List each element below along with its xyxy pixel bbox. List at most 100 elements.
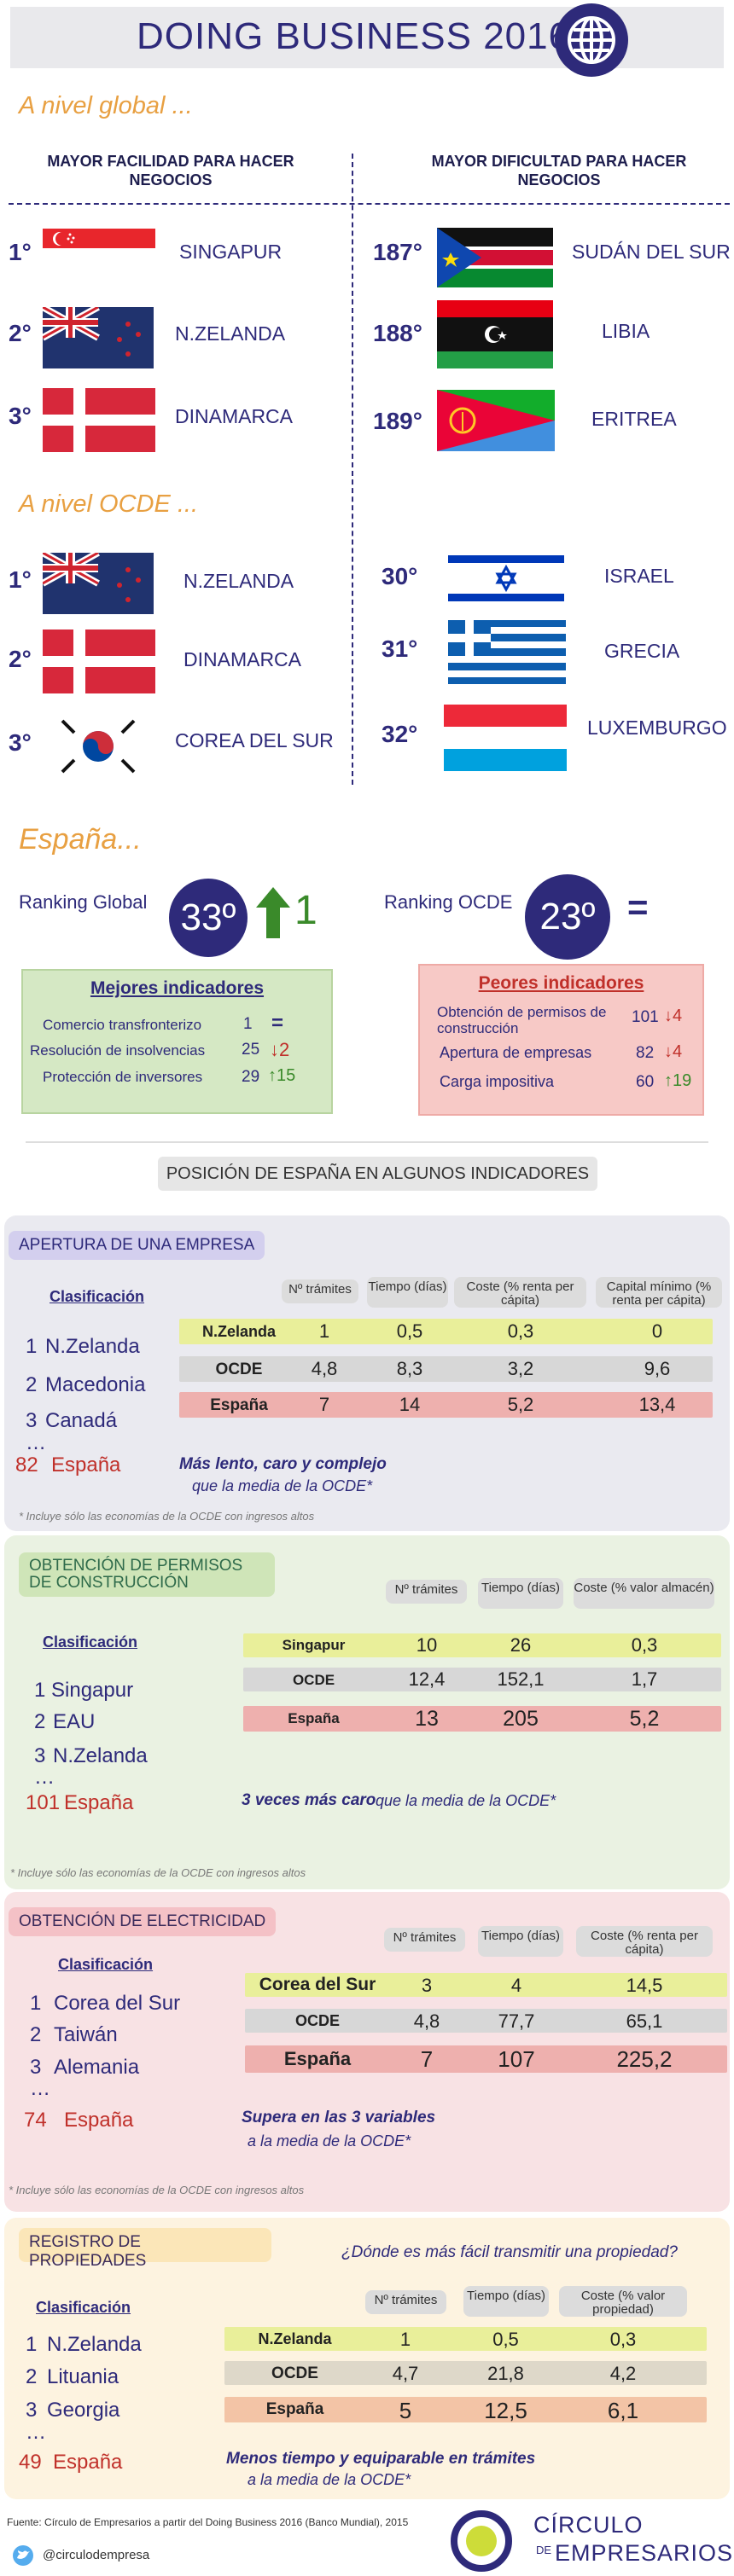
column-header: Nº trámites [386,1580,467,1604]
rank-name: Singapur [51,1679,134,1702]
twitter-icon [10,2544,36,2571]
table-cell: 77,7 [498,2010,535,2032]
divider [9,203,730,205]
question: ¿Dónde es más fácil transmitir una propi… [341,2243,678,2261]
rank: 32° [382,721,418,747]
comment-sub: que la media de la OCDE* [376,1792,556,1809]
flag-luxemburgo-icon [444,705,567,771]
ocde-heading: A nivel OCDE ... [19,490,199,518]
rank-number: 2 [26,1373,38,1396]
rank: 3° [9,403,32,429]
country-name: LIBIA [602,320,650,342]
comment-sub: a la media de la OCDE* [248,2132,411,2150]
comment: Más lento, caro y complejo [179,1455,387,1473]
rank: 189° [373,408,422,434]
column-header: Tiempo (días) [367,1277,448,1308]
country-name: DINAMARCA [175,405,294,427]
table-cell: 0,3 [507,1320,534,1342]
rank-name: España [64,1791,134,1814]
column-header: Tiempo (días) [463,2286,549,2317]
ranking-ocde-change: = [627,887,649,927]
country-name: SINGAPUR [179,241,283,263]
table-row [245,1973,727,1997]
country-name: ISRAEL [604,565,674,587]
column-header: Nº trámites [365,2290,446,2314]
rank-name: Georgia [47,2399,120,2422]
row-label: OCDE [292,1672,335,1688]
indicator-label: Protección de inversores [43,1069,203,1085]
table-row [243,1706,721,1732]
propiedades-panel [4,2218,730,2499]
rank-name: Corea del Sur [54,1992,181,2015]
logo-line2: EMPRESARIOS [555,2540,734,2566]
clasificacion-label: Clasificación [36,2299,131,2316]
logo-line1: CÍRCULO [533,2512,644,2538]
spain-heading: España... [19,823,142,856]
indicator-change: ↓2 [270,1039,290,1060]
rank-number: 1 [30,1992,42,2015]
column-header: Nº trámites [282,1279,358,1303]
rank-name: España [64,2109,134,2132]
column-header: Coste (% renta per cápita) [454,1277,586,1308]
indicator-value: 25 [242,1041,260,1059]
ranking-global-value: 33º [169,879,248,957]
propiedades-title: REGISTRO DE PROPIEDADES [19,2228,271,2270]
logo-de: DE [536,2544,552,2556]
indicator-change: ↑19 [664,1071,692,1090]
table-cell: 0,5 [396,1320,423,1342]
indicator-value: 82 [636,1044,655,1062]
table-cell: 107 [498,2046,535,2072]
indicator-value: 60 [636,1073,655,1091]
rank-number: 2 [26,2365,38,2388]
flag-israel-icon [448,550,564,606]
table-row [179,1356,713,1382]
row-label: Singapur [282,1637,346,1653]
ellipsis: … [26,2421,46,2444]
rank: 1° [9,239,32,265]
table-row [179,1319,713,1344]
column-header: Coste (% valor almacén) [574,1578,714,1609]
row-label: OCDE [294,2012,340,2029]
footnote: * Incluye sólo las economías de la OCDE … [9,2184,305,2196]
country-name: COREA DEL SUR [175,729,334,751]
rank-name: España [51,1453,121,1477]
table-cell: 5,2 [629,1707,660,1731]
country-name: DINAMARCA [184,648,302,670]
indicator-value: 29 [242,1068,260,1086]
rank-number: 1 [26,2333,38,2356]
indicator-label: Apertura de empresas [440,1044,592,1061]
electricidad-title: OBTENCIÓN DE ELECTRICIDAD [9,1907,277,1936]
rank: 1° [9,566,32,593]
rank-number: 101 [26,1791,61,1814]
flag-corea-del-sur-icon [55,712,141,780]
table-cell: 205 [503,1707,539,1731]
table-cell: 7 [318,1394,330,1415]
row-label: España [210,1396,268,1414]
vertical-divider [352,154,353,785]
flag-singapur-icon [43,229,155,268]
indicator-change: = [271,1012,284,1035]
table-row [224,2397,707,2422]
position-title: POSICIÓN DE ESPAÑA EN ALGUNOS INDICADORE… [158,1157,597,1191]
table-cell: 14,5 [626,1975,663,1996]
row-label: España [283,2048,352,2069]
rank-name: Taiwán [54,2023,118,2046]
rank: 187° [373,239,422,265]
flag-sudan-del-sur-icon [437,228,553,287]
clasificacion-label: Clasificación [50,1288,145,1305]
row-label: España [265,2400,324,2418]
rank-name: España [53,2451,123,2474]
table-cell: 225,2 [616,2046,673,2072]
best-indicators-box [21,969,333,1114]
flag-libia-icon [437,300,553,368]
table-cell: 14 [399,1394,421,1415]
rank-name: N.Zelanda [45,1335,140,1358]
rank-name: Lituania [47,2365,119,2388]
table-cell: 5 [399,2398,412,2423]
rank: 188° [373,320,422,346]
column-header: Nº trámites [384,1928,465,1952]
table-cell: 4,8 [311,1358,338,1379]
comment-sub: a la media de la OCDE* [248,2471,411,2488]
column-header: Capital mínimo (% renta per cápita) [596,1277,722,1308]
country-name: N.ZELANDA [184,570,294,592]
